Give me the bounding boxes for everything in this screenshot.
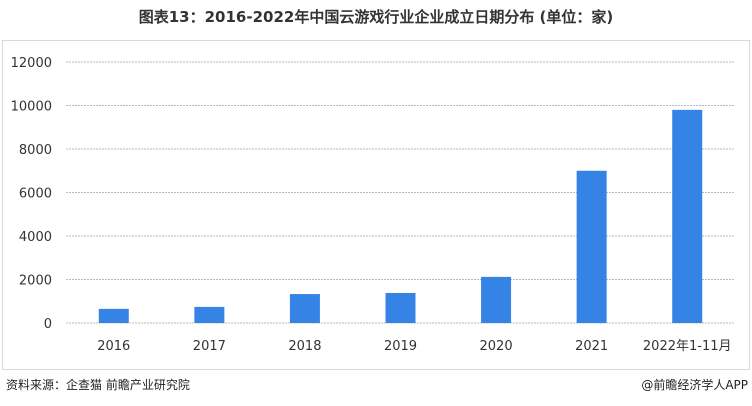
y-tick-label: 12000 — [11, 56, 52, 71]
bar — [289, 294, 320, 323]
x-tick-label: 2022年1-11月 — [643, 339, 732, 354]
y-tick-label: 6000 — [19, 187, 52, 202]
x-tick-label: 2017 — [193, 339, 226, 354]
bar — [481, 276, 512, 323]
bar — [672, 109, 703, 323]
y-tick-label: 4000 — [19, 230, 52, 245]
x-tick-label: 2016 — [97, 339, 130, 354]
bar — [98, 308, 129, 323]
x-tick-label: 2020 — [480, 339, 513, 354]
x-tick-label: 2018 — [288, 339, 321, 354]
chart-title: 图表13：2016-2022年中国云游戏行业企业成立日期分布 (单位：家) — [138, 8, 614, 26]
bar — [385, 292, 416, 323]
source-note: 资料来源：企查猫 前瞻产业研究院 — [6, 378, 190, 392]
credit-note: @前瞻经济学人APP — [641, 378, 748, 392]
bar — [194, 306, 225, 323]
y-tick-label: 10000 — [11, 100, 52, 115]
bar — [576, 170, 607, 323]
y-tick-label: 8000 — [19, 143, 52, 158]
chart-frame — [2, 40, 750, 370]
x-tick-label: 2019 — [384, 339, 417, 354]
y-tick-label: 2000 — [19, 274, 52, 289]
y-tick-label: 0 — [44, 317, 52, 332]
x-tick-label: 2021 — [575, 339, 608, 354]
